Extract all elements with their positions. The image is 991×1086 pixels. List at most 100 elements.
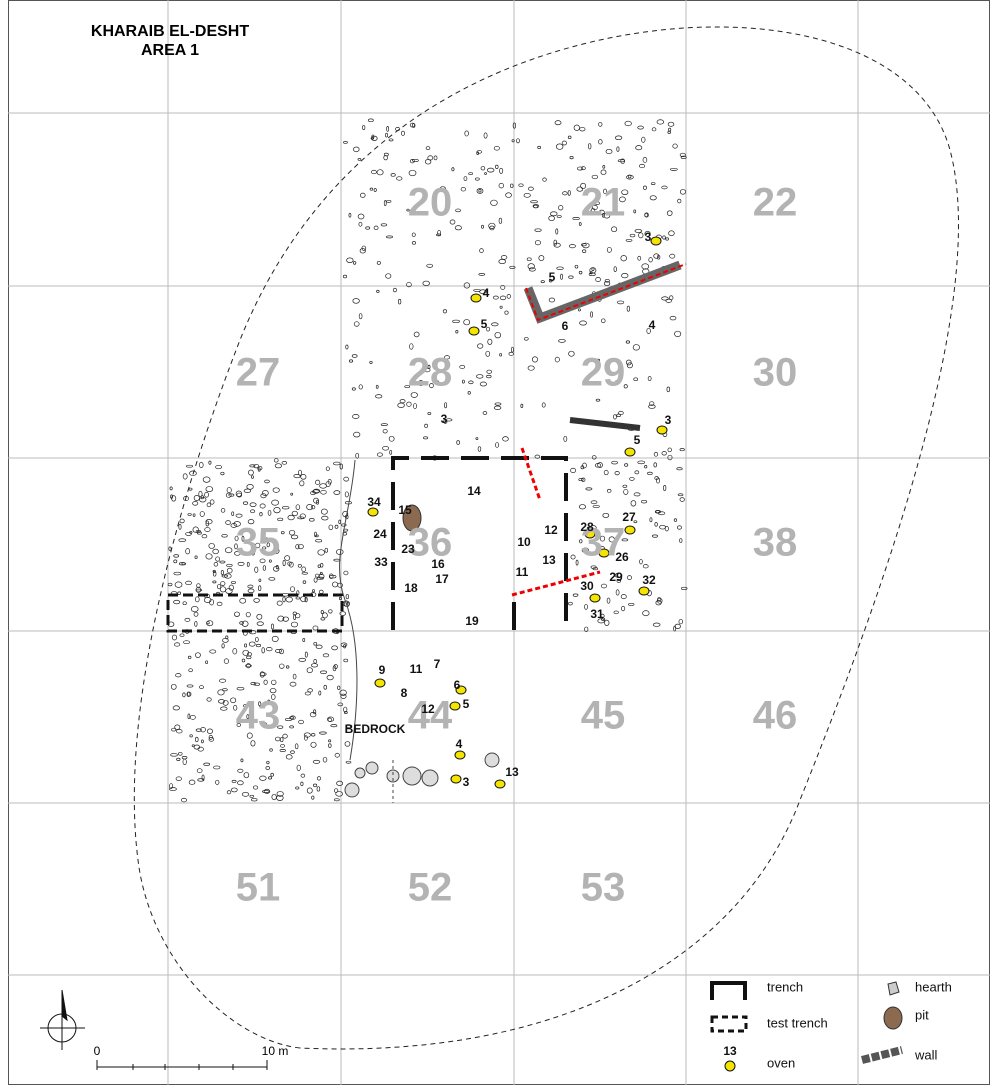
stone — [599, 535, 606, 542]
stone — [509, 265, 516, 269]
stone — [537, 145, 542, 150]
stone — [483, 132, 488, 139]
stone — [304, 651, 308, 658]
stone — [263, 537, 270, 541]
stone — [433, 380, 440, 384]
stone — [277, 517, 284, 522]
stone — [577, 308, 581, 312]
stone — [246, 561, 250, 567]
stone — [242, 501, 249, 505]
stone — [344, 741, 351, 747]
stone — [187, 713, 191, 720]
stone — [351, 354, 358, 358]
stone — [611, 460, 618, 465]
stone — [199, 685, 204, 690]
stone — [580, 166, 586, 171]
stone — [373, 225, 379, 230]
stone — [459, 364, 466, 369]
stone — [261, 790, 270, 793]
stone — [373, 188, 377, 192]
stone — [422, 280, 430, 286]
stone — [266, 542, 270, 548]
stone — [386, 126, 389, 132]
stone — [174, 581, 183, 588]
stone — [424, 423, 428, 428]
stone — [649, 195, 657, 201]
stone — [336, 780, 344, 786]
stone — [339, 689, 347, 696]
stone — [556, 215, 562, 218]
stone — [411, 123, 416, 128]
stone — [295, 504, 301, 510]
feature-label: 13 — [505, 765, 519, 779]
stone — [306, 787, 313, 794]
stone — [620, 594, 627, 600]
stone — [634, 470, 640, 475]
stone — [460, 186, 466, 192]
stone — [294, 743, 299, 750]
stone — [408, 169, 417, 177]
stone — [652, 622, 661, 627]
stone — [642, 564, 649, 569]
stone — [169, 787, 177, 792]
feature-label: 14 — [467, 484, 481, 498]
stone — [237, 768, 244, 773]
stone — [473, 288, 481, 292]
square-number: 35 — [236, 521, 281, 565]
stone — [202, 476, 211, 483]
stone — [623, 488, 629, 495]
stone — [181, 756, 188, 760]
stone — [355, 452, 360, 459]
stone — [603, 281, 611, 286]
stone — [386, 199, 392, 203]
stone — [500, 285, 506, 290]
stone — [623, 384, 628, 389]
feature-label: 18 — [404, 581, 418, 595]
stone — [504, 310, 509, 315]
pit — [402, 504, 422, 532]
stone — [343, 706, 348, 713]
stone — [173, 599, 181, 605]
stone — [285, 665, 290, 669]
stone — [479, 381, 487, 387]
wall — [523, 260, 682, 324]
stone — [568, 601, 573, 606]
stone — [499, 353, 503, 357]
stone — [520, 403, 524, 408]
stone — [527, 263, 535, 270]
stone — [510, 183, 514, 189]
stone — [312, 589, 315, 593]
feature-label: 5 — [481, 317, 488, 331]
stone — [269, 688, 277, 694]
stone — [555, 228, 559, 235]
stone — [676, 467, 683, 471]
stone — [358, 221, 363, 227]
stone — [506, 294, 511, 299]
stone — [380, 223, 388, 227]
stone — [661, 185, 668, 190]
stone — [382, 428, 388, 434]
stone — [295, 596, 301, 600]
stone — [331, 645, 338, 651]
stone — [251, 475, 254, 479]
feature-label: 7 — [434, 657, 441, 671]
stone — [219, 678, 227, 683]
square-number: 52 — [408, 866, 453, 910]
stone — [602, 512, 610, 518]
stone — [667, 454, 673, 461]
stone — [194, 621, 198, 627]
stone — [618, 410, 624, 416]
stone — [629, 233, 636, 238]
stone — [220, 706, 228, 711]
stone — [581, 243, 587, 247]
stone — [240, 758, 244, 763]
stone — [298, 469, 302, 476]
bedrock-edge — [339, 459, 358, 761]
square-number: 46 — [753, 694, 798, 738]
stone — [351, 387, 356, 391]
stone — [241, 658, 246, 663]
stone — [602, 165, 606, 169]
stone — [586, 526, 591, 530]
stone — [282, 733, 288, 739]
stone — [245, 664, 252, 668]
